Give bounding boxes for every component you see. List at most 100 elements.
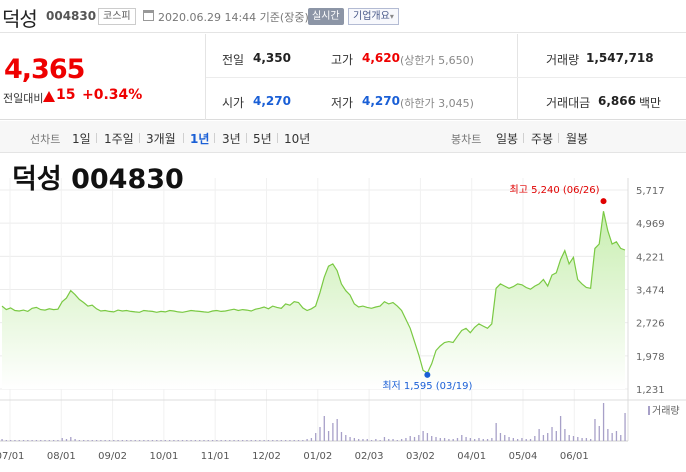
lower-limit: (하한가 3,045) bbox=[400, 97, 474, 110]
candle-monthly[interactable]: 월봉 bbox=[566, 132, 589, 146]
volume-bar bbox=[14, 440, 16, 441]
volume-bar bbox=[181, 440, 184, 441]
candle-daily[interactable]: 일봉 bbox=[496, 132, 519, 146]
volume-bar bbox=[52, 440, 55, 441]
volume-bar bbox=[504, 435, 506, 441]
volume-bar bbox=[250, 440, 252, 441]
volume-bar bbox=[431, 436, 433, 441]
x-tick-label: 07/01 bbox=[0, 451, 24, 462]
volume-bar bbox=[306, 439, 308, 441]
volume-bar bbox=[259, 440, 261, 441]
volume-bar bbox=[151, 440, 154, 441]
volume-label: 거래량 bbox=[546, 53, 580, 67]
y-tick-label: 3,474 bbox=[636, 286, 665, 297]
market-badge: 코스피 bbox=[98, 8, 136, 25]
price-summary: 4,365 전일대비 15 +0.34% 전일 4,350 시가 4,270 고… bbox=[0, 34, 686, 120]
period-5y[interactable]: 5년 bbox=[253, 132, 272, 146]
volume-bar bbox=[624, 413, 626, 441]
volume-bar bbox=[559, 416, 562, 441]
volume-bar bbox=[117, 440, 119, 441]
volume-bar bbox=[177, 440, 179, 441]
volume-bar bbox=[267, 440, 270, 441]
corp-info-label: 기업개요 bbox=[353, 11, 390, 22]
volume-bar bbox=[383, 437, 386, 441]
corp-info-button[interactable]: 기업개요▾ bbox=[348, 8, 399, 25]
low-value: 4,270 bbox=[362, 94, 400, 108]
volume-bar bbox=[194, 440, 197, 441]
volume-bar bbox=[40, 440, 42, 441]
volume-bar bbox=[78, 440, 81, 441]
separator bbox=[558, 133, 559, 143]
volume-bar bbox=[289, 440, 291, 441]
volume-bar bbox=[405, 438, 407, 441]
volume-legend-swatch bbox=[648, 406, 650, 415]
volume-bar bbox=[61, 438, 63, 441]
period-3m[interactable]: 3개월 bbox=[146, 132, 176, 146]
volume-bar bbox=[27, 440, 29, 441]
period-1d[interactable]: 1일 bbox=[72, 132, 91, 146]
amount-label: 거래대금 bbox=[546, 96, 591, 110]
period-3y[interactable]: 3년 bbox=[222, 132, 241, 146]
volume-bar bbox=[65, 439, 68, 441]
period-10y[interactable]: 10년 bbox=[284, 132, 311, 146]
volume-bar bbox=[521, 438, 523, 441]
volume-bar bbox=[577, 437, 579, 441]
price-line bbox=[1, 211, 626, 374]
volume-bar bbox=[435, 437, 437, 441]
y-tick-label: 4,969 bbox=[636, 219, 665, 230]
volume-bar bbox=[461, 435, 463, 441]
candle-weekly[interactable]: 주봉 bbox=[531, 132, 554, 146]
period-1w[interactable]: 1주일 bbox=[104, 132, 134, 146]
volume-bar bbox=[95, 440, 98, 441]
volume-bar bbox=[375, 439, 377, 441]
volume-bar bbox=[516, 439, 519, 441]
separator bbox=[246, 133, 247, 143]
max-marker bbox=[600, 198, 607, 205]
realtime-badge[interactable]: 실시간 bbox=[308, 8, 344, 25]
volume-bar bbox=[585, 438, 588, 441]
low-label: 저가 bbox=[331, 96, 354, 110]
period-1y[interactable]: 1년 bbox=[190, 132, 210, 146]
x-tick-label: 08/01 bbox=[47, 451, 76, 462]
volume-bar bbox=[469, 438, 472, 441]
volume-bar bbox=[190, 440, 192, 441]
volume-bar bbox=[345, 435, 347, 441]
chevron-down-icon: ▾ bbox=[389, 12, 394, 21]
volume-bar bbox=[126, 440, 128, 441]
x-tick-label: 11/01 bbox=[201, 451, 230, 462]
separator bbox=[277, 133, 278, 143]
volume-bar bbox=[272, 440, 274, 441]
volume-bar bbox=[246, 440, 248, 441]
volume-bar bbox=[478, 438, 480, 441]
volume-bar bbox=[366, 439, 368, 441]
volume-bar bbox=[413, 437, 416, 441]
volume-bar bbox=[263, 440, 265, 441]
separator bbox=[96, 133, 97, 143]
x-tick-label: 10/01 bbox=[149, 451, 178, 462]
volume-bar bbox=[83, 440, 85, 441]
volume-bar bbox=[529, 439, 532, 441]
y-tick-label: 5,717 bbox=[636, 186, 665, 197]
volume-bar bbox=[18, 440, 20, 441]
volume-bar bbox=[379, 440, 381, 441]
volume-bar bbox=[362, 439, 364, 441]
volume-bar bbox=[203, 440, 205, 441]
volume-bar bbox=[211, 440, 214, 441]
volume-bar bbox=[293, 440, 295, 441]
volume-bar bbox=[147, 440, 149, 441]
separator bbox=[183, 133, 184, 143]
chart-title: 덕성 004830 bbox=[12, 164, 184, 195]
volume-bar bbox=[121, 440, 124, 441]
volume-bar bbox=[426, 433, 429, 441]
volume-bar bbox=[542, 435, 545, 441]
volume-bar bbox=[525, 439, 527, 441]
high-value: 4,620 bbox=[362, 51, 400, 65]
volume-bar bbox=[87, 440, 89, 441]
volume-bar bbox=[199, 440, 201, 441]
volume-bar bbox=[534, 436, 536, 441]
volume-bar bbox=[439, 438, 441, 441]
volume-value: 1,547,718 bbox=[586, 51, 654, 65]
volume-bar bbox=[602, 403, 605, 441]
volume-bar bbox=[254, 440, 257, 441]
volume-bar bbox=[508, 437, 510, 441]
